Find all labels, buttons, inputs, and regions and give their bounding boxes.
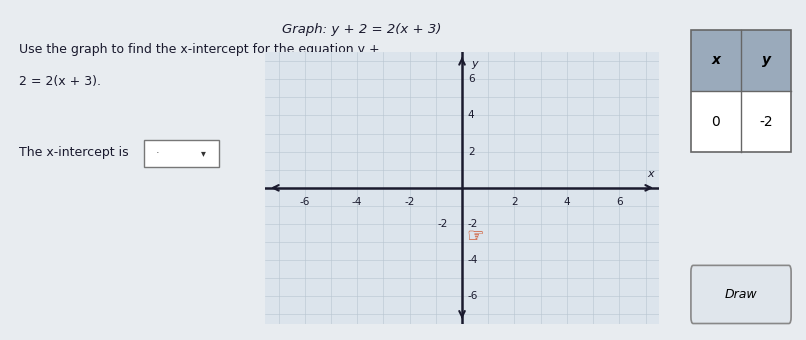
FancyBboxPatch shape — [691, 30, 791, 91]
Text: The x-intercept is: The x-intercept is — [19, 146, 129, 159]
Text: 0: 0 — [712, 115, 721, 129]
Text: Use the graph to find the x-intercept for the equation y +: Use the graph to find the x-intercept fo… — [19, 42, 380, 55]
Text: ▾: ▾ — [202, 148, 206, 158]
Text: 2 = 2(x + 3).: 2 = 2(x + 3). — [19, 75, 102, 88]
Text: Draw: Draw — [725, 288, 758, 301]
Text: y: y — [762, 53, 771, 67]
FancyBboxPatch shape — [691, 265, 791, 324]
FancyBboxPatch shape — [691, 91, 791, 152]
Text: Graph: y + 2 = 2(x + 3): Graph: y + 2 = 2(x + 3) — [282, 23, 442, 36]
Text: x: x — [712, 53, 721, 67]
Text: ·: · — [156, 148, 160, 158]
FancyBboxPatch shape — [143, 140, 218, 167]
Text: -2: -2 — [759, 115, 773, 129]
